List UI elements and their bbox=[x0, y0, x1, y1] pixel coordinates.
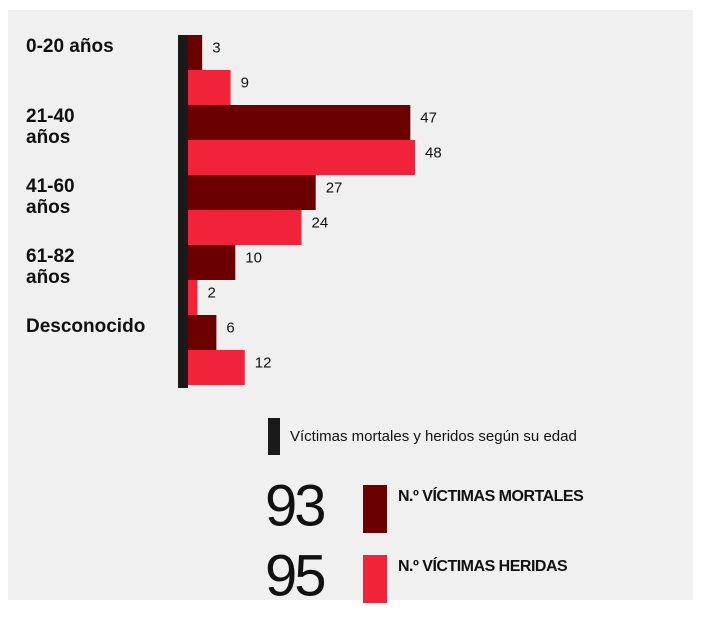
category-label: 0-20 años bbox=[26, 36, 114, 57]
category-label: 21-40 años bbox=[26, 106, 75, 148]
bar bbox=[188, 245, 236, 280]
value-label: 27 bbox=[326, 179, 343, 196]
value-label: 48 bbox=[425, 144, 442, 161]
category-label: 61-82 años bbox=[26, 246, 75, 288]
value-label: 3 bbox=[212, 39, 220, 56]
total: 93 bbox=[265, 473, 324, 538]
bar bbox=[188, 315, 217, 350]
legend-swatch bbox=[363, 485, 387, 533]
value-label: 10 bbox=[245, 249, 262, 266]
bar bbox=[188, 140, 416, 175]
total: 95 bbox=[265, 543, 324, 608]
category-label: Desconocido bbox=[26, 316, 146, 337]
bar bbox=[188, 210, 302, 245]
bar bbox=[188, 280, 198, 315]
value-label: 6 bbox=[226, 319, 234, 336]
legend-marker bbox=[268, 418, 280, 455]
category-label: 41-60 años bbox=[26, 176, 75, 218]
value-label: 24 bbox=[312, 214, 329, 231]
value-label: 2 bbox=[207, 284, 215, 301]
value-label: 12 bbox=[255, 354, 272, 371]
legend-title: Víctimas mortales y heridos según su eda… bbox=[290, 428, 577, 445]
value-label: 9 bbox=[241, 74, 249, 91]
bar bbox=[188, 350, 245, 385]
bar bbox=[188, 35, 203, 70]
bar bbox=[188, 175, 316, 210]
value-label: 47 bbox=[420, 109, 437, 126]
bar bbox=[188, 70, 231, 105]
legend-label: N.º VÍCTIMAS HERIDAS bbox=[398, 556, 568, 575]
legend-label: N.º VÍCTIMAS MORTALES bbox=[398, 486, 584, 505]
legend-swatch bbox=[363, 555, 387, 603]
bar bbox=[188, 105, 411, 140]
axis bbox=[178, 35, 188, 388]
